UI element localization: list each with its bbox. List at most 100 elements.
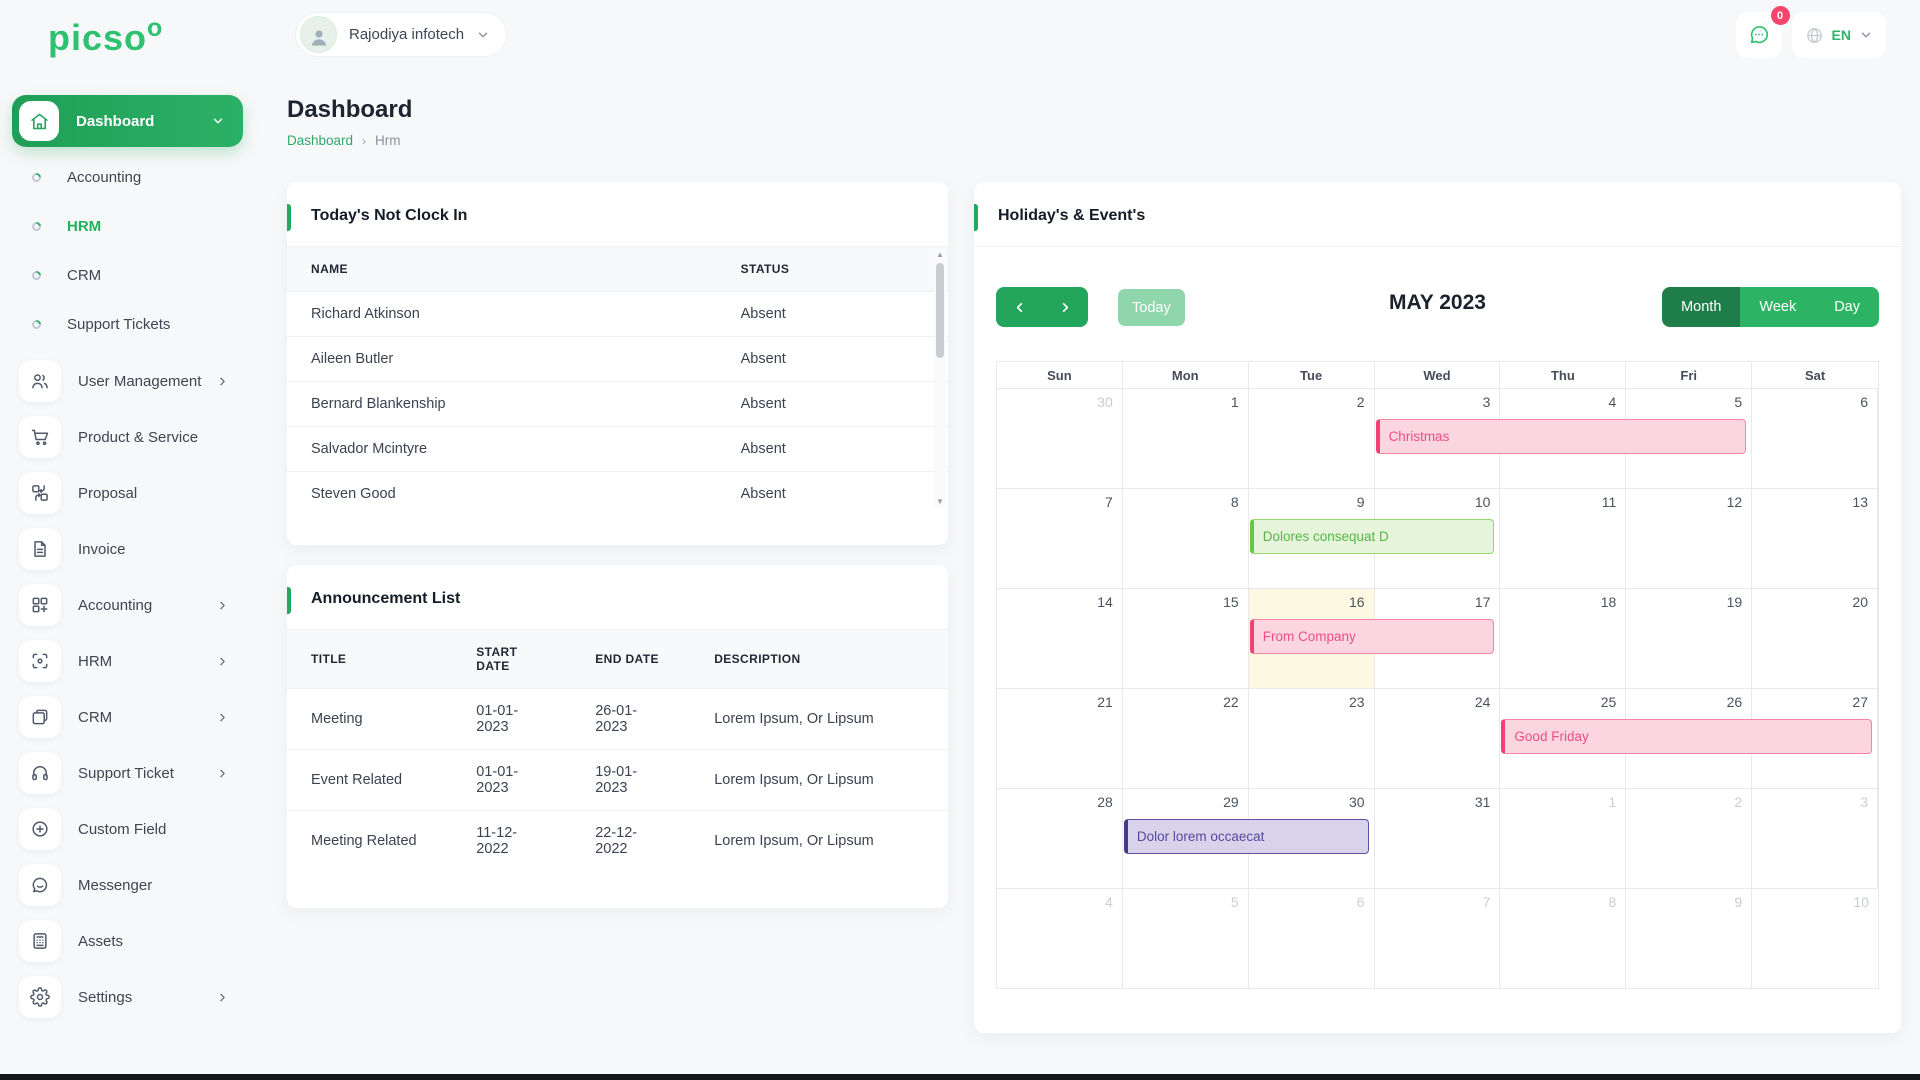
table-scrollbar[interactable]: ▲ ▼ (934, 249, 946, 508)
sidebar-subitem-hrm[interactable]: HRM (12, 202, 243, 251)
calendar-day-cell[interactable]: 7 (997, 489, 1123, 588)
calendar-event[interactable]: Dolores consequat D (1249, 519, 1495, 554)
sidebar-item-label: Messenger (78, 876, 153, 894)
calendar-day-cell[interactable]: 30 (1249, 789, 1375, 888)
calendar-day-cell[interactable]: 23 (1249, 689, 1375, 788)
calendar-week-row: 14 15 16 17 18 19 20 From Company (997, 588, 1878, 688)
calendar-event[interactable]: From Company (1249, 619, 1495, 654)
company-switcher[interactable]: Rajodiya infotech (295, 12, 508, 57)
breadcrumb-dashboard-link[interactable]: Dashboard (287, 133, 354, 148)
breadcrumb-separator: › (362, 133, 367, 148)
calendar-day-cell[interactable]: 1 (1123, 389, 1249, 488)
calendar-day-cell[interactable]: 17 (1375, 589, 1501, 688)
sidebar-icon-box (19, 808, 61, 850)
table-cell: Meeting (287, 688, 453, 750)
calendar-day-cell[interactable]: 10 (1375, 489, 1501, 588)
sidebar-item-proposal[interactable]: Proposal (12, 465, 243, 521)
table-cell: Absent (716, 381, 948, 427)
language-selector[interactable]: EN (1791, 12, 1886, 58)
card-header: Announcement List (287, 565, 948, 630)
calendar-day-cell[interactable]: 14 (997, 589, 1123, 688)
calendar-day-cell[interactable]: 12 (1626, 489, 1753, 588)
calendar-day-cell[interactable]: 13 (1752, 489, 1878, 588)
view-week-button[interactable]: Week (1740, 287, 1816, 327)
calendar-day-cell[interactable]: 15 (1123, 589, 1249, 688)
sidebar-item-settings[interactable]: Settings (12, 969, 243, 1025)
chevron-right-icon (216, 711, 229, 724)
table-cell: Lorem Ipsum, Or Lipsum (690, 810, 948, 871)
sidebar-item-support-ticket[interactable]: Support Ticket (12, 745, 243, 801)
column-header: END DATE (571, 630, 691, 689)
calendar-day-cell[interactable]: 3 (1752, 789, 1878, 888)
scroll-thumb[interactable] (936, 263, 944, 358)
view-day-button[interactable]: Day (1815, 287, 1879, 327)
calendar-day-cell[interactable]: 20 (1752, 589, 1878, 688)
calendar-day-cell[interactable]: 11 (1500, 489, 1627, 588)
not-clock-in-table-body: Richard Atkinson Absent Aileen Butler Absen… (287, 291, 948, 516)
calendar-day-cell[interactable]: 2 (1249, 389, 1375, 488)
calendar-day-cell[interactable]: 22 (1123, 689, 1249, 788)
sidebar-item-assets[interactable]: Assets (12, 913, 243, 969)
sidebar-item-custom-field[interactable]: Custom Field (12, 801, 243, 857)
calendar-day-cell[interactable]: 10 (1853, 894, 1869, 910)
calendar-day-cell[interactable]: 5 (1123, 889, 1249, 988)
calendar-day-cell[interactable]: 31 (1375, 789, 1501, 888)
calendar-day-cell[interactable]: 4 (997, 889, 1123, 988)
calendar-day-cell[interactable]: 6 (1752, 389, 1878, 488)
scroll-up-icon[interactable]: ▲ (936, 250, 944, 259)
plus-circle-icon (32, 821, 48, 837)
today-button[interactable]: Today (1118, 289, 1185, 326)
sidebar-subitem-support-tickets[interactable]: Support Tickets (12, 300, 243, 349)
sidebar-item-hrm[interactable]: HRM (12, 633, 243, 689)
next-month-button[interactable] (1042, 287, 1088, 327)
calendar-day-cell[interactable]: 19 (1626, 589, 1753, 688)
calendar-day-cell[interactable]: 18 (1500, 589, 1627, 688)
calendar-day-cell[interactable]: 8 (1500, 889, 1627, 988)
sidebar-item-crm[interactable]: CRM (12, 689, 243, 745)
sidebar-item-user-management[interactable]: User Management (12, 353, 243, 409)
calendar-day-cell[interactable]: 7 (1375, 889, 1501, 988)
scroll-down-icon[interactable]: ▼ (936, 497, 944, 506)
sidebar-item-product-service[interactable]: Product & Service (12, 409, 243, 465)
table-header-row: NAME STATUS (287, 247, 948, 292)
card-accent-bar (974, 204, 978, 231)
column-header: NAME (287, 247, 717, 292)
calendar-day-cell[interactable]: 5 (1626, 389, 1753, 488)
sidebar-item-label: Custom Field (78, 820, 167, 838)
calendar-event[interactable]: Good Friday (1501, 719, 1872, 754)
chevron-right-icon (220, 657, 225, 665)
calendar-day-cell[interactable]: 21 (997, 689, 1123, 788)
avatar (300, 16, 337, 53)
calendar-event[interactable]: Christmas (1375, 419, 1747, 454)
sidebar-subitem-accounting[interactable]: Accounting (12, 153, 243, 202)
calendar-day-cell[interactable]: 1 (1500, 789, 1627, 888)
calendar-day-cell[interactable]: 9 (1626, 889, 1753, 988)
table-row: Meeting 01-01-2023 26-01-2023 Lorem Ipsum, … (287, 688, 948, 750)
calendar-day-cell[interactable]: 6 (1249, 889, 1375, 988)
messages-button[interactable]: 0 (1735, 6, 1790, 58)
calendar-day-cell[interactable]: 8 (1123, 489, 1249, 588)
topbar-actions: 0 EN (1735, 6, 1886, 58)
sidebar-item-messenger[interactable]: Messenger (12, 857, 243, 913)
calendar-day-cell[interactable]: 24 (1375, 689, 1501, 788)
sidebar-item-label: Dashboard (76, 112, 155, 130)
calendar-day-cell[interactable]: 2 (1626, 789, 1753, 888)
prev-month-button[interactable] (996, 287, 1042, 327)
sidebar-item-dashboard[interactable]: Dashboard (12, 95, 243, 147)
calendar-day-cell[interactable]: 27 (1752, 689, 1878, 788)
sidebar-icon-box (19, 864, 61, 906)
proposal-icon (32, 485, 48, 501)
sidebar-item-accounting[interactable]: Accounting (12, 577, 243, 633)
chevron-right-icon (220, 601, 225, 609)
view-month-button[interactable]: Month (1662, 287, 1741, 327)
table-cell: Absent (716, 336, 948, 382)
sidebar-item-invoice[interactable]: Invoice (12, 521, 243, 577)
sidebar-subitem-crm[interactable]: CRM (12, 251, 243, 300)
company-name: Rajodiya infotech (349, 26, 465, 43)
calendar-day-cell[interactable]: 30 (997, 389, 1123, 488)
calendar-event[interactable]: Dolor lorem occaecat (1123, 819, 1369, 854)
announcement-card: Announcement List TITLE START DATE END DAT… (287, 565, 948, 908)
table-cell: Lorem Ipsum, Or Lipsum (690, 688, 948, 750)
calendar-day-cell[interactable]: 28 (997, 789, 1123, 888)
sidebar-item-label: Settings (78, 988, 133, 1006)
